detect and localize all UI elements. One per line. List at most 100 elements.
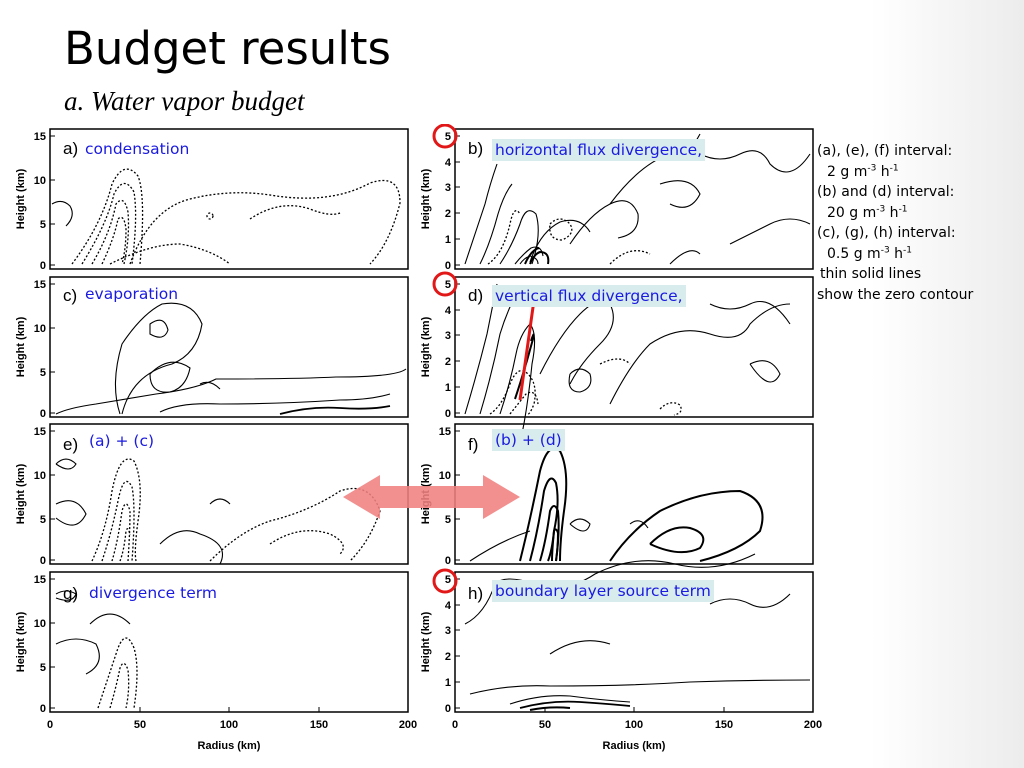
tick-b-1: 1 <box>445 234 451 246</box>
tick-c-5: 5 <box>40 367 46 379</box>
note-line-4: 20 g m-3 h-1 <box>827 203 908 221</box>
contours-f <box>469 447 764 562</box>
note-line-8: show the zero contour <box>817 286 974 303</box>
panel-letter-h: h) <box>468 584 483 603</box>
contours-c <box>55 302 407 415</box>
tick-d-2: 2 <box>445 356 451 368</box>
tick-h-4: 4 <box>445 600 452 612</box>
caption-evaporation: evaporation <box>85 285 179 303</box>
panel-letter-c: c) <box>63 286 77 305</box>
caption-divergence-term: divergence term <box>89 584 217 602</box>
contour-interval-notes: (a), (e), (f) interval: 2 g m-3 h-1 (b) … <box>817 141 1017 305</box>
caption-vertical-flux: vertical flux divergence, <box>492 285 686 307</box>
contours-e <box>55 458 381 565</box>
tick-a-10: 10 <box>34 175 46 187</box>
xlabel-left: Radius (km) <box>198 740 261 752</box>
panel-d-frame <box>454 276 814 418</box>
caption-condensation: condensation <box>85 140 190 158</box>
note-line-6: 0.5 g m-3 h-1 <box>827 244 912 262</box>
tick-a-0: 0 <box>40 260 46 272</box>
xtick-right-100: 100 <box>625 719 643 731</box>
ylabel-g: Height (km) <box>15 611 27 672</box>
tick-h-0: 0 <box>445 703 451 715</box>
xtick-right-200: 200 <box>804 719 822 731</box>
slide-subtitle: a. Water vapor budget <box>64 86 305 116</box>
xtick-left-0: 0 <box>47 719 53 731</box>
marker-circle-h <box>432 568 458 594</box>
double-arrow <box>343 475 520 519</box>
panel-letter-f: f) <box>468 435 478 454</box>
panel-a-frame <box>49 128 409 270</box>
ylabel-a: Height (km) <box>15 168 27 229</box>
tick-e-5: 5 <box>40 514 46 526</box>
xtick-right-50: 50 <box>539 719 551 731</box>
tick-c-0: 0 <box>40 408 46 420</box>
tick-c-10: 10 <box>34 323 46 335</box>
tick-a-15: 15 <box>34 131 46 143</box>
tick-h-5: 5 <box>445 574 451 586</box>
tick-h-1: 1 <box>445 677 451 689</box>
budget-figure: 15 10 5 0 15 10 5 0 15 10 5 0 15 10 5 0 … <box>10 124 824 756</box>
caption-boundary-layer: boundary layer source term <box>492 580 714 602</box>
note-line-5: (c), (g), (h) interval: <box>817 225 956 241</box>
note-line-2: 2 g m-3 h-1 <box>827 162 899 180</box>
tick-e-10: 10 <box>34 470 46 482</box>
marker-circle-d <box>432 271 458 297</box>
xtick-right-0: 0 <box>452 719 458 731</box>
caption-b-plus-d: (b) + (d) <box>492 429 565 451</box>
note-line-7: thin solid lines <box>820 266 922 282</box>
tick-f-15: 15 <box>439 426 451 438</box>
xtick-left-200: 200 <box>399 719 417 731</box>
ylabel-d: Height (km) <box>420 316 432 377</box>
xtick-left-150: 150 <box>310 719 328 731</box>
tick-e-15: 15 <box>34 426 46 438</box>
tick-c-15: 15 <box>34 279 46 291</box>
tick-g-10: 10 <box>34 618 46 630</box>
tick-e-0: 0 <box>40 555 46 567</box>
figure-canvas: 15 10 5 0 15 10 5 0 15 10 5 0 15 10 5 0 … <box>15 124 822 752</box>
tick-g-15: 15 <box>34 574 46 586</box>
panel-b-frame <box>454 128 814 270</box>
marker-circle-b <box>432 124 458 149</box>
caption-a-plus-c: (a) + (c) <box>89 432 155 450</box>
contours-a <box>51 168 401 265</box>
tick-g-5: 5 <box>40 662 46 674</box>
tick-g-0: 0 <box>40 703 46 715</box>
tick-d-0: 0 <box>445 408 451 420</box>
tick-h-3: 3 <box>445 625 451 637</box>
ylabel-c: Height (km) <box>15 316 27 377</box>
tick-f-10: 10 <box>439 470 451 482</box>
tick-a-5: 5 <box>40 219 46 231</box>
panel-letter-a: a) <box>63 139 78 158</box>
tick-d-3: 3 <box>445 330 451 342</box>
tick-b-5: 5 <box>445 131 451 143</box>
slide-title: Budget results <box>64 22 391 75</box>
tick-f-5: 5 <box>445 514 451 526</box>
tick-h-2: 2 <box>445 651 451 663</box>
tick-f-0: 0 <box>445 555 451 567</box>
xlabel-right: Radius (km) <box>603 740 666 752</box>
xtick-right-150: 150 <box>715 719 733 731</box>
contours-g <box>55 590 138 709</box>
panel-c-frame <box>49 276 409 418</box>
tick-d-5: 5 <box>445 279 451 291</box>
panel-letter-b: b) <box>468 139 483 158</box>
caption-horizontal-flux: horizontal flux divergence, <box>492 139 706 161</box>
panel-letter-e: e) <box>63 435 78 454</box>
tick-b-2: 2 <box>445 208 451 220</box>
tick-d-4: 4 <box>445 305 452 317</box>
tick-d-1: 1 <box>445 382 451 394</box>
xtick-left-50: 50 <box>134 719 146 731</box>
xtick-left-100: 100 <box>220 719 238 731</box>
contours-h <box>464 553 811 711</box>
panel-letter-g: g) <box>63 584 78 603</box>
note-line-3: (b) and (d) interval: <box>817 184 955 200</box>
ylabel-b: Height (km) <box>420 168 432 229</box>
tick-b-3: 3 <box>445 182 451 194</box>
tick-b-4: 4 <box>445 157 452 169</box>
ylabel-h: Height (km) <box>420 611 432 672</box>
note-line-1: (a), (e), (f) interval: <box>817 143 953 159</box>
panel-letter-d: d) <box>468 286 483 305</box>
ylabel-e: Height (km) <box>15 463 27 524</box>
tick-b-0: 0 <box>445 260 451 272</box>
